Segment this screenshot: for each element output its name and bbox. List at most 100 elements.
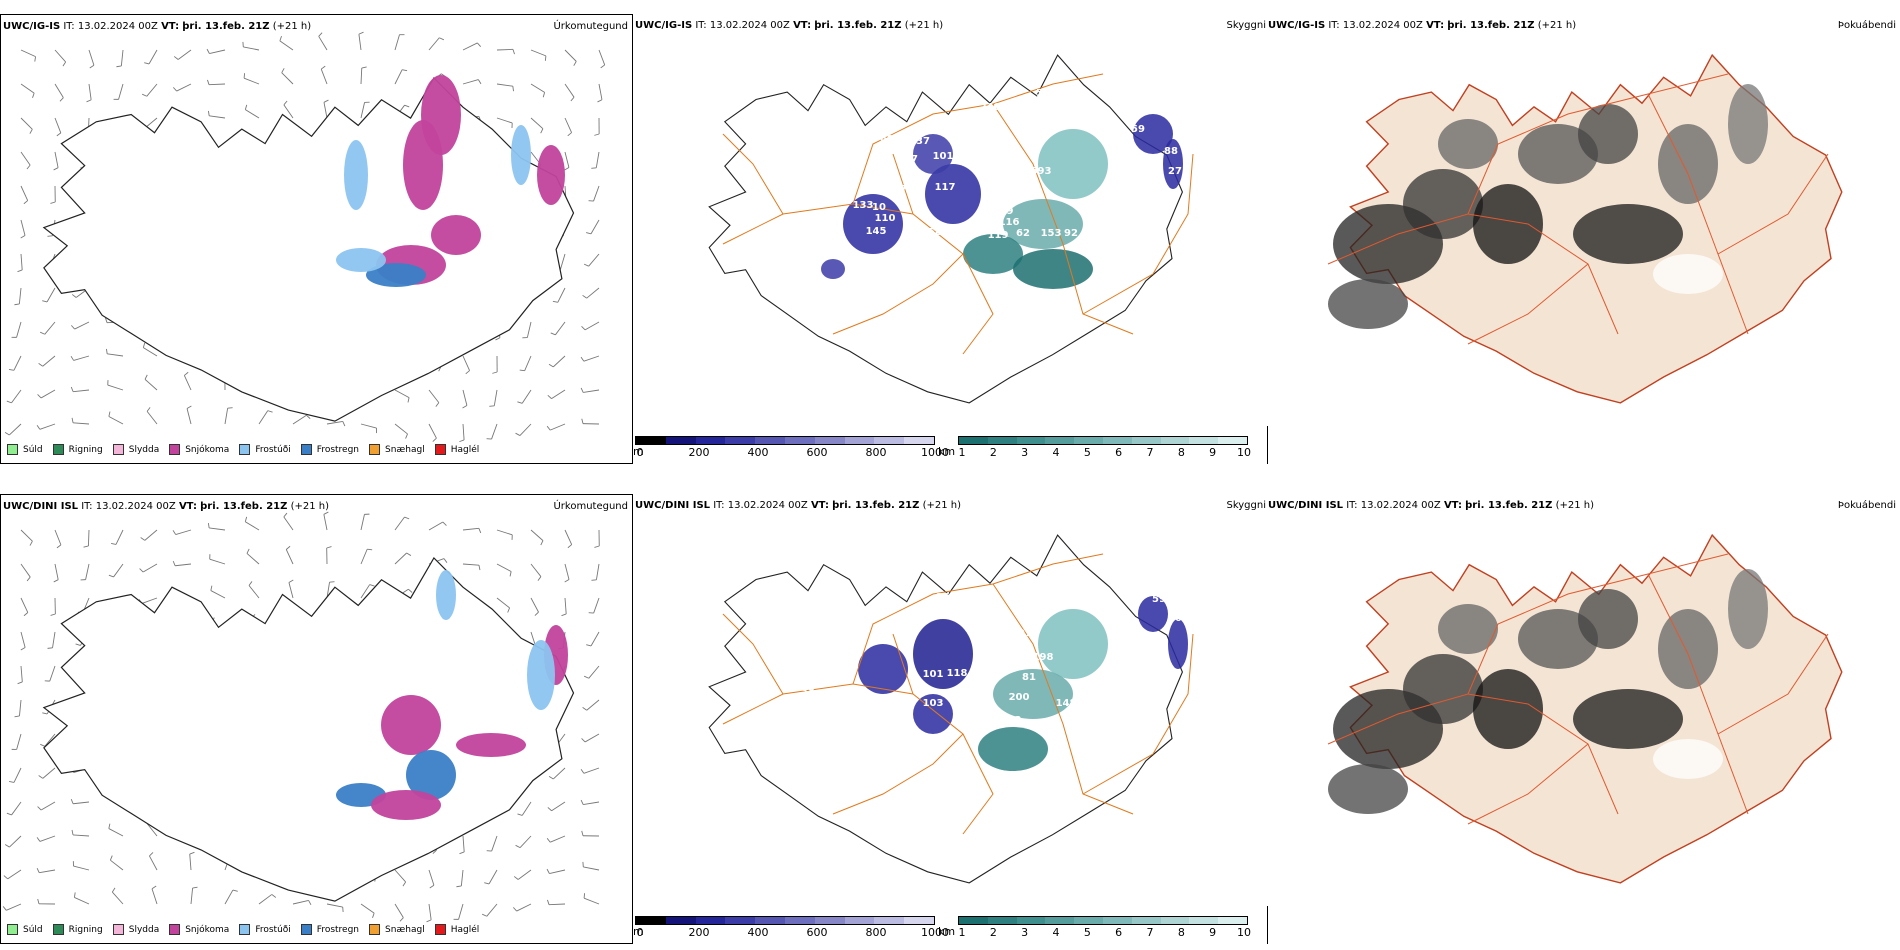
wind-barb-flag: [308, 900, 312, 906]
legend-swatch: [7, 924, 18, 935]
wind-barb-flag: [399, 917, 404, 922]
wind-barb: [394, 34, 400, 51]
snow-depth-label: 103: [923, 698, 944, 709]
colorbar-tick: 200: [688, 446, 710, 459]
wind-barb-flag: [515, 844, 521, 849]
colorbar-tick: 400: [747, 926, 769, 939]
snow-depth-label: 73: [1024, 718, 1038, 729]
vt-value: þri. 13.feb. 21Z: [1465, 500, 1553, 511]
road-line: [1467, 553, 1729, 695]
wind-barb-flag: [184, 371, 189, 376]
wind-barb: [258, 410, 269, 425]
wind-barb: [462, 389, 468, 406]
wind-barb-flag: [14, 715, 20, 718]
snow-area: [913, 619, 973, 689]
wind-barb-flag: [149, 852, 154, 857]
fog-area: [1573, 689, 1683, 749]
wind-barb: [148, 49, 158, 65]
wind-barb-flag: [186, 405, 192, 409]
wind-barb-flag: [581, 830, 584, 836]
snow-depth-label: 116: [999, 217, 1020, 228]
model-name: UWC/DINI ISL: [3, 501, 79, 512]
wind-barb-flag: [70, 355, 75, 361]
wind-barb: [360, 514, 365, 531]
wind-barb: [144, 379, 158, 391]
fog-area: [1658, 609, 1718, 689]
precip-legend: Súld Rigning Slydda Snjókoma Frostúði Frostre…: [7, 924, 479, 935]
road-line: [1717, 633, 1829, 735]
wind-barb: [20, 83, 35, 94]
wind-barb: [44, 733, 56, 747]
it-label: IT:: [1328, 20, 1340, 31]
colorbar-segment: [904, 917, 934, 924]
vt-label: VT:: [793, 20, 812, 31]
wind-barb: [107, 384, 124, 391]
vt-label: VT:: [161, 21, 180, 32]
wind-barb: [550, 835, 566, 843]
wind-barb-flag: [372, 912, 375, 918]
vt-value: þri. 13.feb. 21Z: [182, 21, 270, 32]
panel-header: UWC/DINI ISL IT: 13.02.2024 00Z VT: þri.…: [3, 501, 632, 515]
wind-barb-flag: [426, 919, 432, 923]
wind-barb-flag: [369, 584, 375, 587]
visibility-colorbar: 1 2 3 4 5 6 7 8 9 10 km: [938, 436, 1251, 460]
wind-barb: [583, 866, 600, 871]
precip-type-panel-1: UWC/IG-IS IT: 13.02.2024 00Z VT: þri. 13…: [0, 14, 633, 464]
wind-barb-flag: [37, 806, 42, 811]
wind-barb-flag: [71, 829, 74, 836]
lead-time: (+21 h): [1537, 20, 1577, 31]
wind-barb: [113, 563, 124, 578]
wind-barb: [586, 287, 600, 299]
fog-area: [1328, 279, 1408, 329]
wind-barb: [149, 855, 158, 871]
wind-barb: [586, 699, 600, 711]
wind-barb-flag: [172, 560, 176, 566]
snow-depth-label: 65: [956, 114, 970, 125]
wind-barb-flag: [47, 235, 53, 237]
wind-barb: [496, 48, 514, 51]
snow-depth-label: 101: [933, 151, 954, 162]
wind-barb: [394, 552, 407, 565]
snow-depth-label: 27: [1168, 166, 1182, 177]
snow-depth-label: 110: [875, 213, 896, 224]
vt-label: VT:: [810, 500, 829, 511]
legend-item-3: Snjókoma: [169, 444, 229, 455]
wind-barb-flag: [358, 31, 364, 35]
wind-barb-flag: [407, 397, 410, 403]
wind-barb: [496, 563, 512, 572]
wind-barb-flag: [89, 64, 95, 69]
snow-area: [913, 134, 953, 174]
wind-barb-flag: [542, 92, 546, 98]
wind-barb: [246, 553, 260, 565]
wind-barb: [115, 529, 124, 545]
wind-barb-flag: [37, 898, 40, 904]
road-line: [852, 553, 1104, 685]
wind-barb-flag: [580, 387, 584, 393]
snow-depth-label: 112: [1001, 715, 1022, 726]
wind-barb-flag: [580, 768, 585, 774]
legend-label: Snjókoma: [185, 444, 230, 455]
snow-area: [1138, 596, 1168, 632]
colorbar-tick: 3: [1021, 926, 1029, 939]
precip-area: [431, 215, 481, 255]
wind-barb: [521, 389, 532, 404]
wind-barb-flag: [14, 303, 20, 306]
fog-area: [1403, 654, 1483, 724]
wind-barb: [87, 529, 90, 547]
snow-area: [1163, 139, 1183, 189]
wind-barb: [491, 423, 498, 440]
wind-barb-flag: [507, 607, 511, 613]
vt-value: þri. 13.feb. 21Z: [832, 500, 920, 511]
wind-barb-flag: [489, 405, 495, 407]
fog-area: [1728, 569, 1768, 649]
lead-time: (+21 h): [1555, 500, 1595, 511]
wind-barb: [245, 109, 260, 119]
fog-panel-2: UWC/DINI ISL IT: 13.02.2024 00Z VT: þri.…: [1268, 494, 1900, 944]
wind-barb-flag: [548, 775, 554, 780]
snow-depth-label: 92: [1064, 228, 1078, 239]
wind-barb-flag: [248, 581, 253, 586]
wind-barb: [462, 527, 479, 531]
wind-barb: [20, 49, 36, 58]
snow-depth-label: 10: [880, 178, 894, 189]
wind-barb: [583, 355, 600, 362]
